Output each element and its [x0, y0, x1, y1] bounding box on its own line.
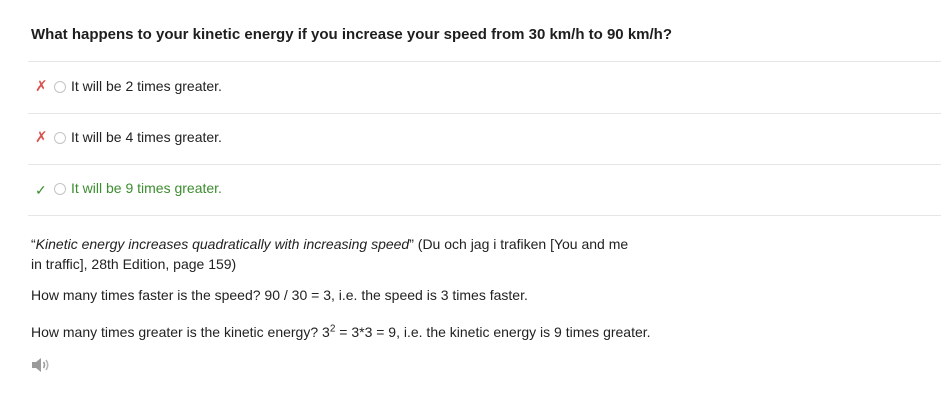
radio-button[interactable] [54, 81, 66, 93]
radio-button[interactable] [54, 183, 66, 195]
explanation-energy: How many times greater is the kinetic en… [31, 322, 651, 342]
quote-open: “ [31, 236, 36, 252]
answer-option-label: It will be 2 times greater. [71, 78, 222, 94]
divider [28, 113, 941, 114]
speaker-icon[interactable] [31, 357, 51, 373]
check-mark-icon: ✓ [35, 182, 47, 198]
exponent: 2 [329, 323, 336, 335]
explanation-quote: “Kinetic energy increases quadratically … [31, 234, 641, 274]
energy-text: How many times greater is the kinetic en… [31, 324, 330, 340]
answer-option-3[interactable]: ✓ It will be 9 times greater. [28, 165, 941, 215]
divider [28, 61, 941, 62]
divider [28, 215, 941, 216]
answer-option-label: It will be 4 times greater. [71, 129, 222, 145]
radio-button[interactable] [54, 132, 66, 144]
answer-option-2[interactable]: ✗ It will be 4 times greater. [28, 114, 941, 164]
divider [28, 164, 941, 165]
answer-option-label: It will be 9 times greater. [71, 180, 222, 196]
wrong-mark-icon: ✗ [35, 78, 48, 95]
quote-source: (Du och jag i trafiken [You and me in tr… [31, 236, 629, 272]
wrong-mark-icon: ✗ [35, 129, 48, 146]
energy-result: = 3*3 = 9, i.e. the kinetic energy is 9 … [335, 324, 651, 340]
explanation-speed: How many times faster is the speed? 90 /… [31, 287, 528, 303]
quote-text: Kinetic energy increases quadratically w… [35, 236, 410, 252]
quote-close: ” [409, 236, 414, 252]
question-text: What happens to your kinetic energy if y… [31, 26, 672, 43]
answer-option-1[interactable]: ✗ It will be 2 times greater. [28, 62, 941, 112]
